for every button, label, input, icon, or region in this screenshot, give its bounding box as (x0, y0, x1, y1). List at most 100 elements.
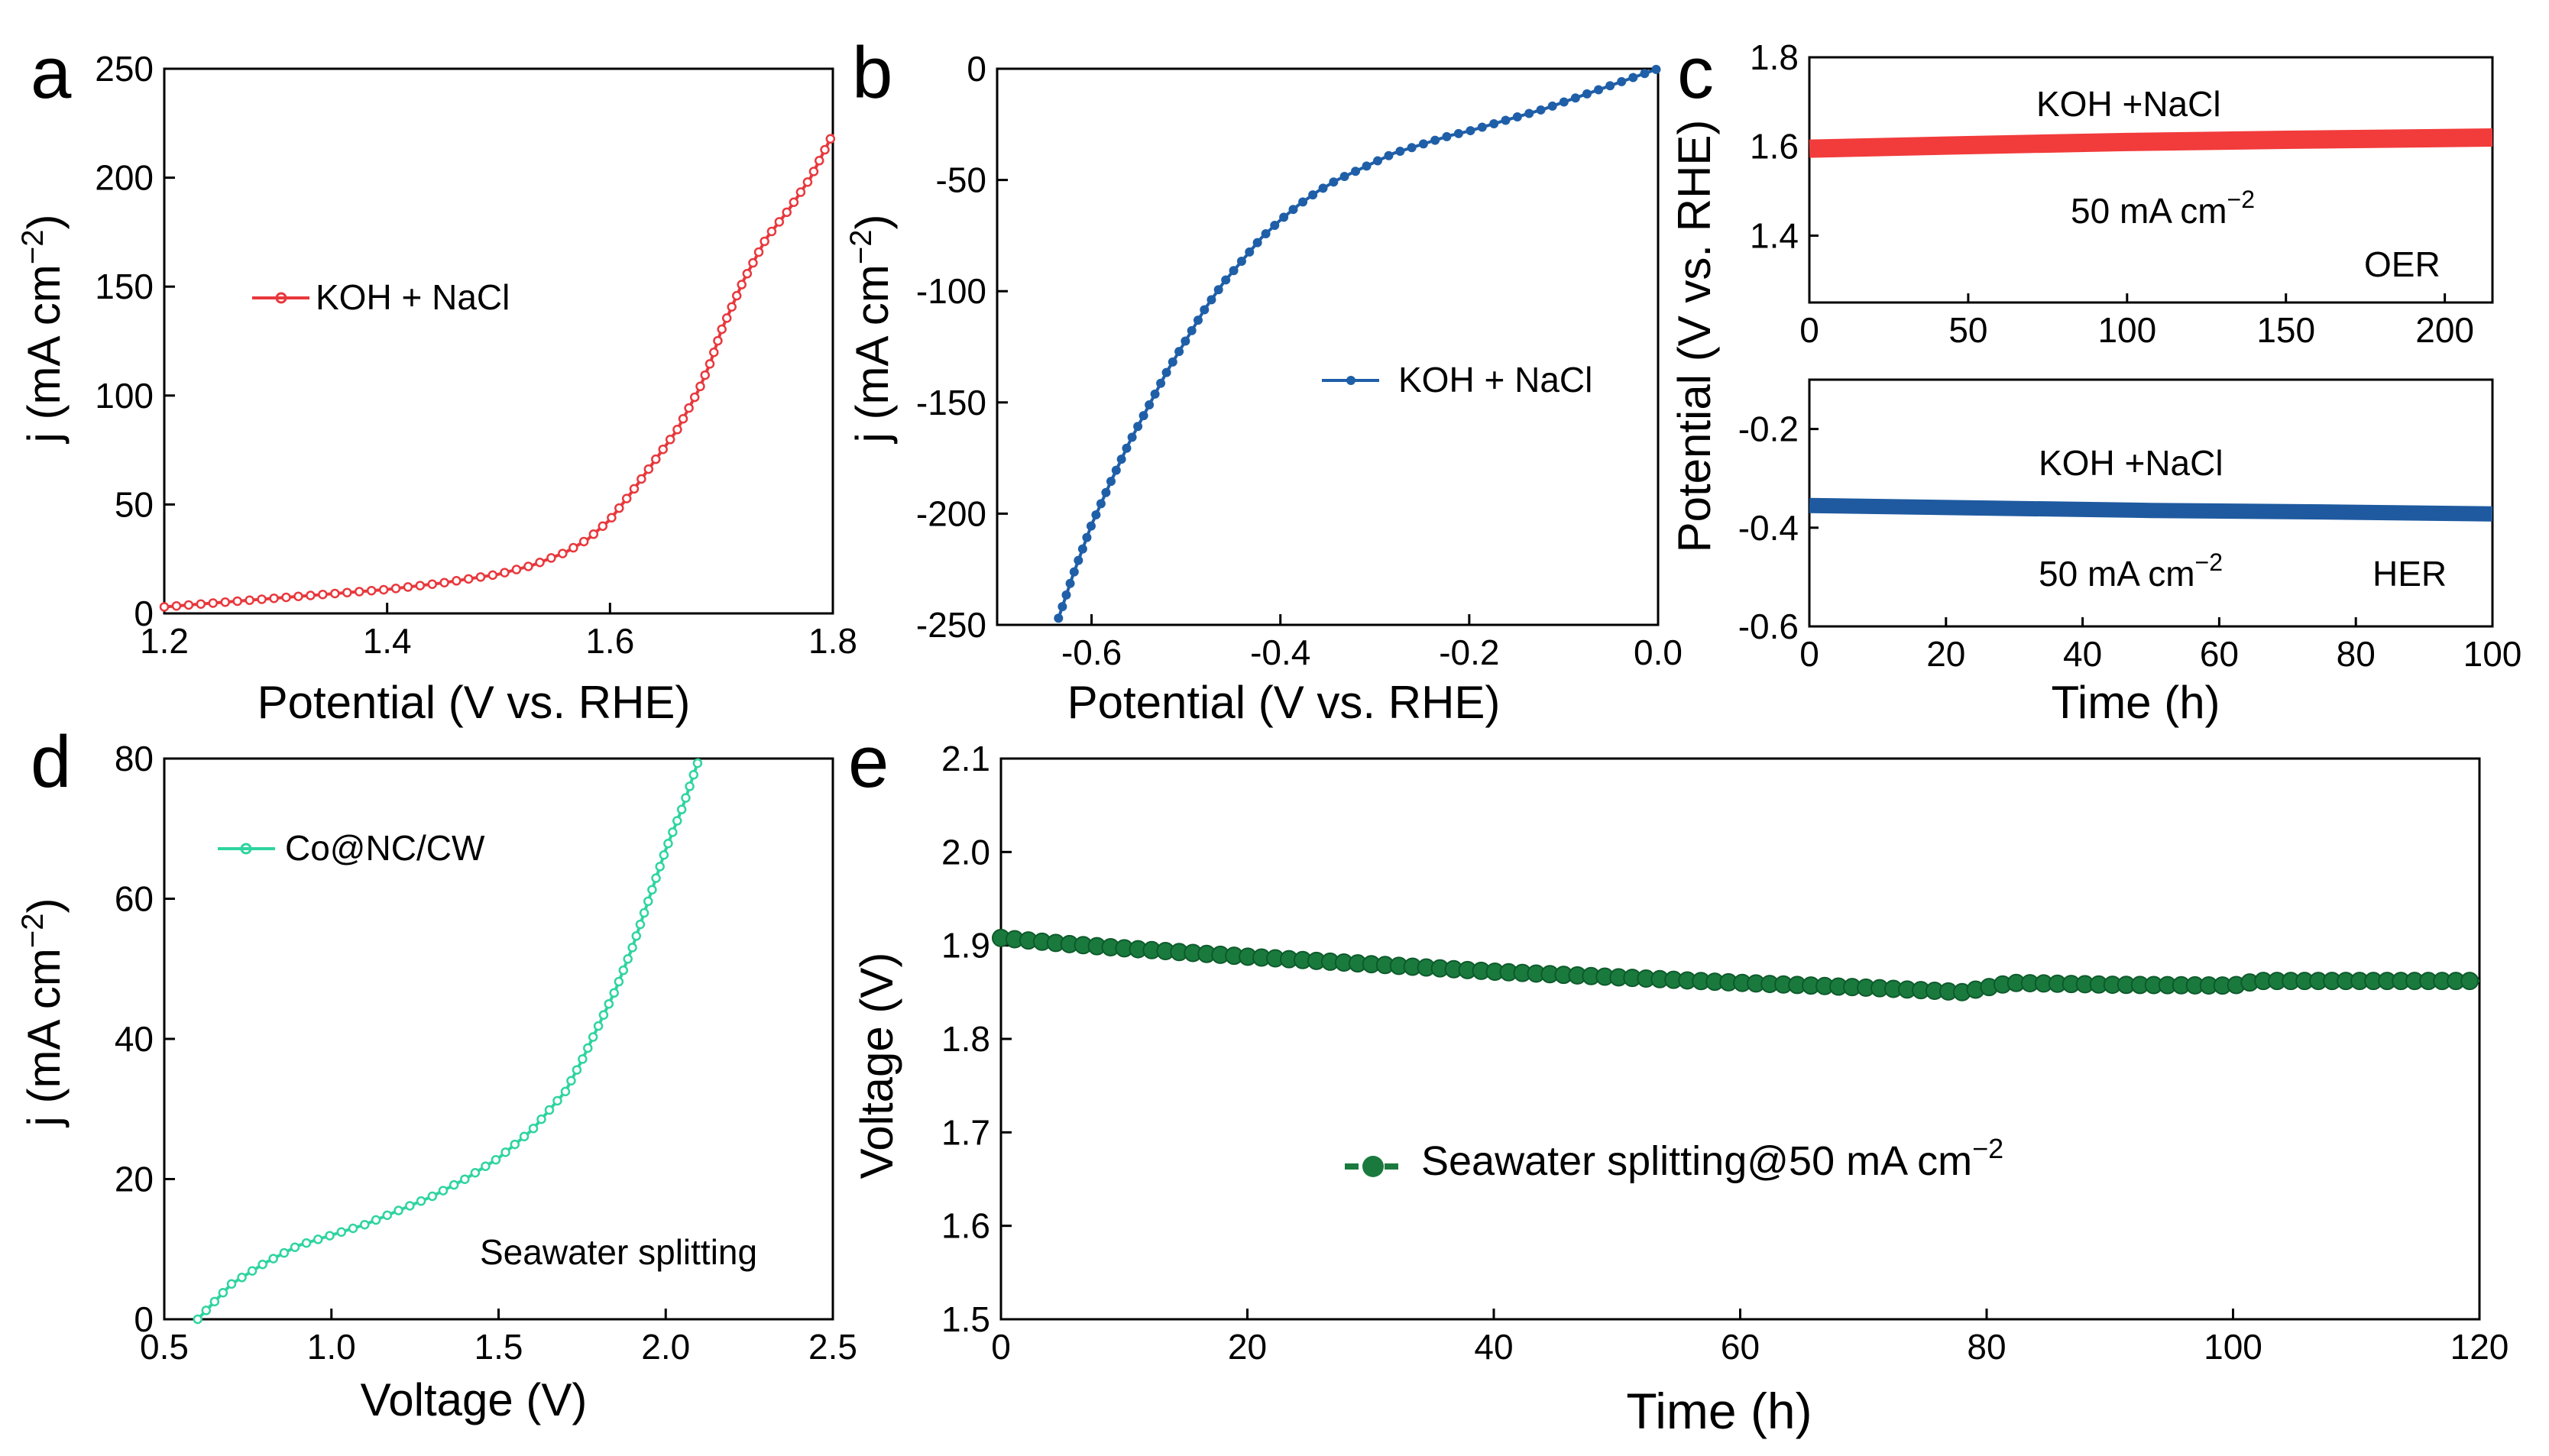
data-point-d (618, 965, 629, 976)
data-point-b (1054, 613, 1064, 623)
data-point-b (1245, 247, 1255, 257)
x-tick-label-a: 1.6 (585, 621, 634, 661)
y-tick-label-b: -250 (916, 605, 986, 645)
data-point-d (614, 976, 624, 987)
panel-label-c: c (1677, 32, 1714, 114)
data-point-d (519, 1131, 530, 1142)
data-point-b (1501, 115, 1511, 125)
data-point-d (481, 1161, 491, 1171)
data-point-b (1252, 238, 1262, 248)
x-tick-label-c-bottom: 0 (1799, 634, 1819, 674)
x-tick-label-c-bottom: 40 (2063, 634, 2102, 674)
data-point-d (604, 998, 614, 1009)
data-point-d (201, 1306, 212, 1315)
data-point-a (183, 600, 194, 610)
panel-label-d: d (31, 721, 71, 803)
chart-b: -0.6 -0.4 -0.2 0.0 -250 -200 -150 -100 -50 0 (916, 49, 1683, 672)
data-point-a (578, 536, 589, 547)
data-point-d (544, 1105, 555, 1115)
d-note: Seawater splitting (480, 1232, 757, 1272)
data-point-b (1187, 325, 1197, 335)
y-tick-label-d: 80 (115, 739, 154, 778)
data-point-b (1442, 131, 1452, 141)
data-point-d (360, 1219, 370, 1230)
legend-b: KOH + NaCl (1322, 360, 1592, 400)
panel-label-b: b (852, 32, 892, 114)
data-point-a (427, 579, 437, 589)
d-ylabel: j (mA cm−2) (16, 898, 70, 1128)
data-point-b (1651, 64, 1661, 74)
legend-d-marker (240, 843, 252, 855)
data-point-b (1229, 266, 1239, 276)
x-tick-label-c-bottom: 80 (2337, 634, 2376, 674)
data-point-a (330, 588, 340, 599)
data-point-d (566, 1076, 576, 1086)
chart-c-top: 0 50 100 150 200 1.4 1.6 1.8 (1750, 37, 2494, 350)
x-tick-label-b: -0.4 (1250, 633, 1310, 672)
data-point-b (1221, 275, 1231, 285)
data-point-a (354, 587, 364, 597)
a-ylabel-sup: −2 (16, 230, 50, 265)
series-line-b (1057, 67, 1659, 619)
data-point-d (685, 781, 695, 791)
data-point-d (438, 1186, 449, 1196)
x-tick-label-c-bottom: 100 (2463, 634, 2522, 674)
data-point-a (487, 570, 498, 581)
data-point-b (1594, 85, 1604, 95)
data-point-d (394, 1205, 403, 1215)
x-tick-label-e: 120 (2450, 1327, 2509, 1367)
x-tick-label-d: 2.5 (808, 1327, 857, 1367)
x-tick-label-c-top: 200 (2415, 310, 2474, 350)
data-point-b (1512, 112, 1522, 121)
d-ylabel-sup: −2 (16, 914, 50, 949)
x-tick-label-a: 1.2 (140, 621, 189, 661)
data-point-a (742, 268, 753, 279)
data-point-e (2460, 972, 2479, 991)
legend-a-label: KOH + NaCl (316, 277, 510, 317)
x-tick-label-b: 0.0 (1634, 633, 1683, 672)
data-point-b (1362, 161, 1372, 171)
data-point-d (609, 988, 619, 998)
data-point-a (760, 236, 769, 247)
data-point-a (415, 581, 426, 590)
data-point-a (825, 134, 836, 144)
data-point-b (1061, 590, 1071, 600)
data-point-b (1091, 510, 1101, 519)
data-point-b (1536, 105, 1546, 115)
data-point-d (583, 1043, 593, 1053)
data-point-a (463, 574, 474, 584)
data-point-a (439, 578, 449, 588)
data-point-b (1339, 172, 1349, 182)
legend-e-label: Seawater splitting@50 mA cm−2 (1421, 1133, 2003, 1184)
x-tick-label-e: 0 (991, 1327, 1011, 1367)
data-point-b (1082, 532, 1092, 542)
data-point-d (668, 827, 678, 837)
data-point-d (572, 1065, 582, 1075)
data-point-a (820, 144, 830, 155)
data-point-d (218, 1288, 228, 1298)
y-tick-label-c-top: 1.8 (1750, 37, 1799, 77)
data-point-a (546, 553, 556, 563)
legend-e-marker (1362, 1156, 1384, 1177)
y-tick-label-c-bottom: -0.4 (1738, 508, 1799, 548)
data-point-a (700, 370, 710, 380)
data-point-b (1127, 432, 1137, 442)
data-point-d (681, 793, 691, 803)
plot-frame-e (999, 757, 2481, 1321)
data-point-b (1372, 156, 1382, 166)
data-point-a (721, 313, 732, 323)
x-tick-label-b: -0.2 (1439, 633, 1499, 672)
b-ylabel-text: j (mA cm (847, 264, 898, 444)
x-tick-label-b: -0.6 (1061, 633, 1122, 672)
y-tick-label-b: 0 (967, 49, 986, 89)
x-tick-label-c-top: 150 (2256, 310, 2315, 350)
data-point-b (1279, 212, 1289, 222)
data-point-a (598, 521, 608, 531)
data-point-d (672, 816, 682, 826)
data-point-d (510, 1139, 520, 1150)
data-point-a (727, 302, 737, 312)
legend-b-marker (1346, 376, 1355, 385)
data-point-a (588, 529, 599, 539)
data-point-b (1069, 567, 1079, 577)
data-point-a (196, 599, 206, 609)
